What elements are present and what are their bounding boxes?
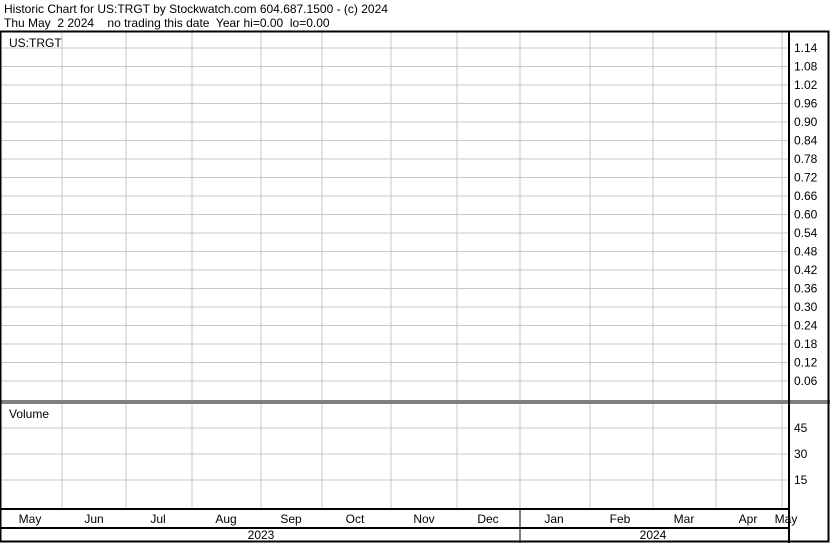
month-label: May bbox=[775, 512, 798, 526]
price-tick-label: 0.18 bbox=[794, 337, 818, 351]
month-label: Mar bbox=[674, 512, 695, 526]
price-tick-label: 0.84 bbox=[794, 134, 818, 148]
month-label: Oct bbox=[346, 512, 365, 526]
month-label: Sep bbox=[280, 512, 302, 526]
price-tick-label: 0.48 bbox=[794, 245, 818, 259]
volume-panel-label: Volume bbox=[9, 407, 49, 421]
month-label: Jan bbox=[544, 512, 563, 526]
price-tick-label: 1.02 bbox=[794, 78, 818, 92]
month-label: Apr bbox=[739, 512, 758, 526]
volume-tick-label: 30 bbox=[794, 447, 808, 461]
price-tick-label: 0.30 bbox=[794, 300, 818, 314]
chart-border bbox=[0, 30, 830, 543]
price-tick-label: 0.72 bbox=[794, 171, 818, 185]
price-tick-label: 0.24 bbox=[794, 319, 818, 333]
month-label: Dec bbox=[477, 512, 498, 526]
price-panel-label: US:TRGT bbox=[9, 36, 62, 50]
price-tick-label: 0.12 bbox=[794, 356, 818, 370]
price-tick-label: 0.36 bbox=[794, 282, 818, 296]
month-label: May bbox=[19, 512, 42, 526]
price-tick-label: 0.60 bbox=[794, 208, 818, 222]
price-tick-label: 0.66 bbox=[794, 189, 818, 203]
price-tick-label: 0.96 bbox=[794, 97, 818, 111]
price-tick-label: 0.54 bbox=[794, 226, 818, 240]
month-label: Jun bbox=[84, 512, 103, 526]
month-label: Nov bbox=[413, 512, 434, 526]
chart-header-status: Thu May 2 2024 no trading this date Year… bbox=[4, 16, 330, 30]
price-tick-label: 1.14 bbox=[794, 41, 818, 55]
price-tick-label: 0.42 bbox=[794, 263, 818, 277]
month-label: Jul bbox=[150, 512, 165, 526]
price-tick-label: 0.90 bbox=[794, 115, 818, 129]
month-label: Aug bbox=[215, 512, 236, 526]
month-label: Feb bbox=[610, 512, 631, 526]
price-tick-label: 0.78 bbox=[794, 152, 818, 166]
price-tick-label: 1.08 bbox=[794, 60, 818, 74]
year-label: 2023 bbox=[248, 528, 275, 542]
price-tick-label: 0.06 bbox=[794, 374, 818, 388]
year-label: 2024 bbox=[640, 528, 667, 542]
volume-tick-label: 15 bbox=[794, 473, 808, 487]
chart-header-title: Historic Chart for US:TRGT by Stockwatch… bbox=[4, 2, 388, 16]
volume-tick-label: 45 bbox=[794, 421, 808, 435]
